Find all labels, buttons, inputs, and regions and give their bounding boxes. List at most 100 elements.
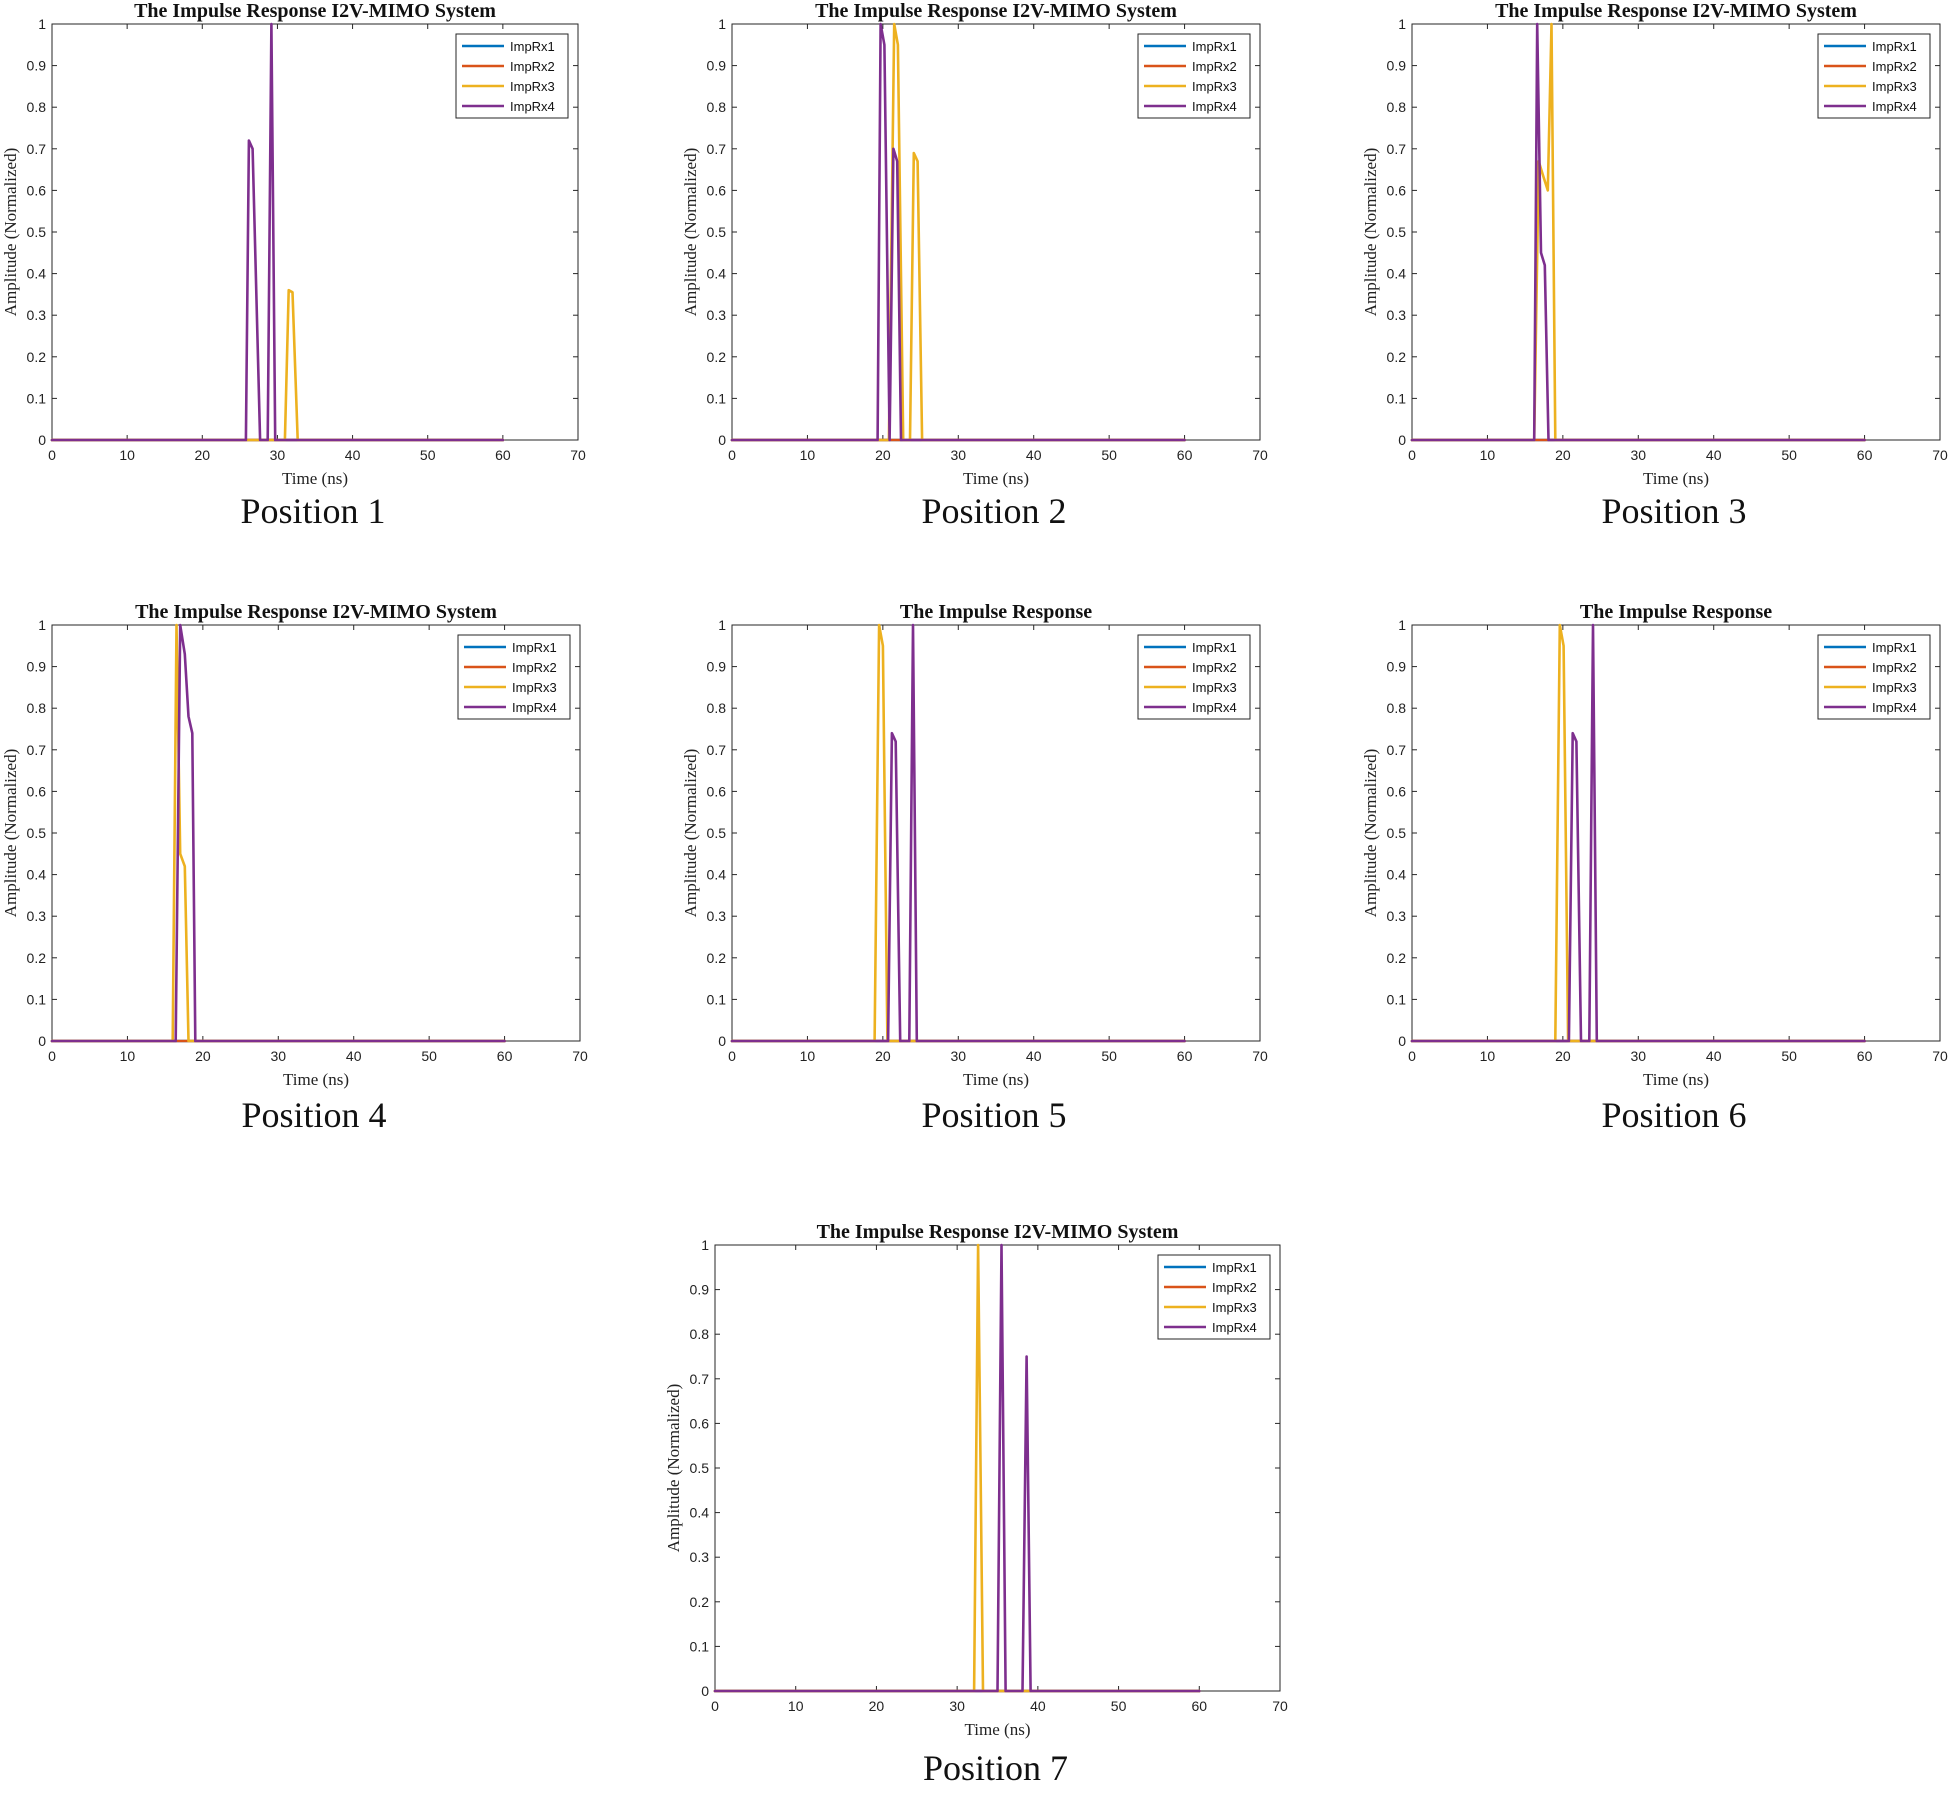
y-tick-label: 0.7 (707, 141, 727, 157)
y-axis-label: Amplitude (Normalized) (1, 749, 20, 918)
y-tick-label: 0.4 (707, 266, 727, 282)
y-tick-label: 0.3 (1387, 307, 1407, 323)
legend-label-imprx4: ImpRx4 (1872, 700, 1917, 715)
y-tick-label: 0.3 (27, 908, 47, 924)
x-tick-label: 30 (950, 1048, 966, 1064)
x-tick-label: 0 (48, 1048, 56, 1064)
y-axis-label: Amplitude (Normalized) (1361, 148, 1380, 317)
x-axis-label: Time (ns) (1643, 469, 1709, 488)
legend-label-imprx4: ImpRx4 (512, 700, 557, 715)
y-tick-label: 0.5 (1387, 224, 1407, 240)
legend-label-imprx3: ImpRx3 (1192, 79, 1237, 94)
legend-box (1817, 634, 1931, 720)
y-tick-label: 0 (38, 1033, 46, 1049)
y-tick-label: 0.2 (707, 950, 727, 966)
legend-label-imprx4: ImpRx4 (1192, 99, 1237, 114)
y-tick-label: 0.5 (690, 1460, 710, 1476)
y-tick-label: 0.6 (27, 182, 47, 198)
y-tick-label: 0.2 (27, 950, 47, 966)
y-tick-label: 0 (38, 432, 46, 448)
x-tick-label: 0 (48, 447, 56, 463)
y-tick-label: 0.1 (1387, 991, 1407, 1007)
x-tick-label: 40 (1026, 447, 1042, 463)
series-line-imprx4 (730, 22, 1186, 442)
chart-title: The Impulse Response (1580, 601, 1772, 623)
panel-caption: Position 6 (1601, 1095, 1746, 1135)
y-tick-label: 0.8 (27, 700, 47, 716)
y-tick-label: 0.7 (27, 742, 47, 758)
panel-caption: Position 1 (240, 491, 385, 531)
chart-title: The Impulse Response I2V-MIMO System (1495, 0, 1857, 22)
y-tick-label: 0.9 (707, 58, 727, 74)
x-axis-label: Time (ns) (283, 1070, 349, 1089)
y-tick-label: 1 (701, 1237, 709, 1253)
x-tick-label: 10 (800, 1048, 816, 1064)
y-tick-label: 1 (1398, 617, 1406, 633)
legend-label-imprx2: ImpRx2 (510, 59, 555, 74)
y-tick-label: 0.8 (1387, 99, 1407, 115)
y-tick-label: 0.6 (1387, 182, 1407, 198)
legend: ImpRx1 ImpRx2 ImpRx3 ImpRx4 (1817, 634, 1931, 720)
x-tick-label: 20 (1555, 447, 1571, 463)
x-tick-label: 0 (1408, 1048, 1416, 1064)
y-tick-label: 0.7 (27, 141, 47, 157)
y-tick-label: 0.8 (27, 99, 47, 115)
y-tick-label: 0.6 (27, 783, 47, 799)
legend-box (1817, 33, 1931, 119)
x-tick-label: 60 (1191, 1698, 1207, 1714)
y-axis-label: Amplitude (Normalized) (1, 148, 20, 317)
x-tick-label: 70 (572, 1048, 588, 1064)
legend-label-imprx3: ImpRx3 (1192, 680, 1237, 695)
y-tick-label: 0.9 (27, 659, 47, 675)
x-tick-label: 60 (1857, 1048, 1873, 1064)
legend-label-imprx1: ImpRx1 (1872, 640, 1917, 655)
x-tick-label: 60 (1177, 1048, 1193, 1064)
y-tick-label: 0.2 (690, 1594, 710, 1610)
x-tick-label: 20 (1555, 1048, 1571, 1064)
legend-label-imprx3: ImpRx3 (1872, 680, 1917, 695)
y-tick-label: 0 (1398, 432, 1406, 448)
y-tick-label: 0.4 (707, 867, 727, 883)
x-tick-label: 40 (1026, 1048, 1042, 1064)
series-line-imprx4 (713, 1243, 1201, 1693)
x-tick-label: 30 (949, 1698, 965, 1714)
y-tick-label: 0 (718, 432, 726, 448)
x-tick-label: 10 (119, 447, 135, 463)
x-tick-label: 20 (194, 447, 210, 463)
legend-label-imprx3: ImpRx3 (510, 79, 555, 94)
legend-label-imprx4: ImpRx4 (510, 99, 555, 114)
panel-caption: Position 5 (921, 1095, 1066, 1135)
x-tick-label: 30 (950, 447, 966, 463)
y-tick-label: 0.5 (707, 224, 727, 240)
y-tick-label: 1 (38, 16, 46, 32)
y-tick-label: 0.1 (690, 1638, 710, 1654)
chart-title: The Impulse Response I2V-MIMO System (134, 0, 496, 22)
x-tick-label: 70 (1272, 1698, 1288, 1714)
series-line-imprx4 (50, 22, 505, 442)
x-tick-label: 20 (875, 447, 891, 463)
y-tick-label: 0.6 (690, 1415, 710, 1431)
legend: ImpRx1 ImpRx2 ImpRx3 ImpRx4 (1157, 1254, 1271, 1340)
x-tick-label: 50 (1111, 1698, 1127, 1714)
y-tick-label: 0.4 (690, 1505, 710, 1521)
series-line-imprx4 (1410, 22, 1866, 442)
x-tick-label: 60 (497, 1048, 513, 1064)
x-axis-label: Time (ns) (282, 469, 348, 488)
y-tick-label: 0.8 (690, 1326, 710, 1342)
chart-title: The Impulse Response (900, 601, 1092, 623)
y-tick-label: 0 (718, 1033, 726, 1049)
x-tick-label: 10 (120, 1048, 136, 1064)
y-tick-label: 0.5 (1387, 825, 1407, 841)
x-tick-label: 30 (270, 1048, 286, 1064)
legend-label-imprx2: ImpRx2 (1192, 59, 1237, 74)
legend-label-imprx3: ImpRx3 (512, 680, 557, 695)
y-tick-label: 0.7 (1387, 141, 1407, 157)
legend-box (1137, 33, 1251, 119)
legend-label-imprx1: ImpRx1 (1872, 39, 1917, 54)
x-tick-label: 0 (728, 447, 736, 463)
y-tick-label: 0.5 (27, 825, 47, 841)
